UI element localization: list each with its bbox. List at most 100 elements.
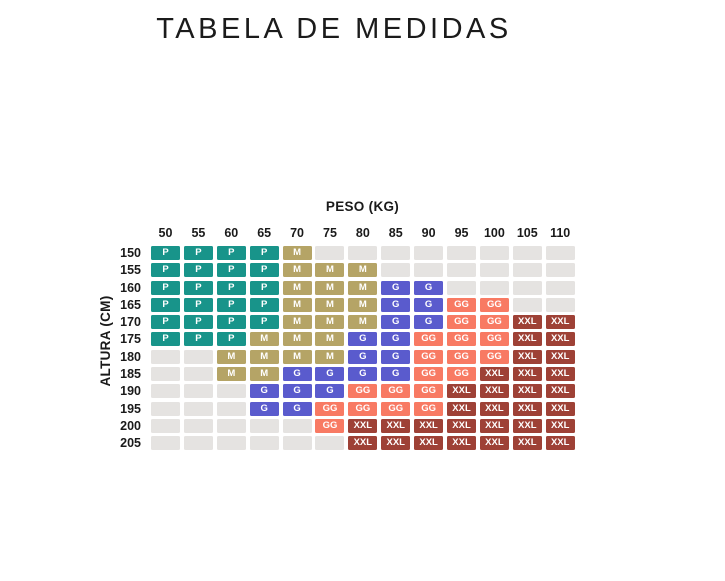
size-cell-p: P: [151, 280, 180, 295]
size-cell-m: M: [348, 315, 378, 330]
size-cell-g: G: [282, 384, 312, 399]
size-cell-m: M: [315, 280, 345, 295]
x-tick-label: 70: [290, 226, 305, 240]
size-cell-m: M: [249, 349, 279, 364]
size-cell-empty: [381, 246, 411, 260]
size-cell-xxl: XXL: [381, 436, 411, 451]
size-cell-xxl: XXL: [479, 436, 509, 451]
size-cell-g: G: [381, 349, 411, 364]
size-cell-p: P: [249, 246, 279, 260]
size-cell-empty: [479, 280, 509, 295]
size-cell-gg: GG: [479, 349, 509, 364]
size-cell-g: G: [315, 367, 345, 382]
size-cell-p: P: [249, 263, 279, 278]
size-cell-xxl: XXL: [545, 418, 575, 433]
x-tick-label: 55: [191, 226, 206, 240]
x-tick-label: 65: [257, 226, 272, 240]
y-tick-label: 200: [120, 418, 141, 433]
size-cell-xxl: XXL: [512, 349, 542, 364]
size-cell-m: M: [315, 332, 345, 347]
size-cell-p: P: [216, 315, 246, 330]
x-tick-label: 100: [483, 226, 505, 240]
size-cell-empty: [216, 436, 246, 451]
size-cell-empty: [315, 436, 345, 451]
size-cell-gg: GG: [381, 384, 411, 399]
size-cell-m: M: [249, 367, 279, 382]
size-cell-gg: GG: [315, 401, 345, 416]
y-tick-label: 165: [120, 297, 141, 312]
size-cell-gg: GG: [414, 367, 444, 382]
size-cell-empty: [512, 280, 542, 295]
size-cell-gg: GG: [447, 349, 477, 364]
size-cell-xxl: XXL: [545, 332, 575, 347]
size-cell-gg: GG: [414, 401, 444, 416]
size-cell-g: G: [282, 367, 312, 382]
size-cell-gg: GG: [381, 401, 411, 416]
y-tick-label: 160: [120, 280, 141, 295]
size-cell-xxl: XXL: [447, 401, 477, 416]
size-cell-xxl: XXL: [381, 418, 411, 433]
size-cell-empty: [479, 263, 509, 278]
size-cell-empty: [545, 263, 575, 278]
size-cell-p: P: [151, 297, 180, 312]
size-cell-m: M: [315, 297, 345, 312]
y-tick-label: 185: [120, 367, 141, 382]
size-cell-empty: [545, 280, 575, 295]
size-grid: P P P P M P P P P M M M P P P P M M M G G P P P P M M M G G GG GG P P P P M M…: [151, 246, 575, 451]
size-cell-p: P: [216, 280, 246, 295]
size-cell-m: M: [249, 332, 279, 347]
size-cell-g: G: [249, 384, 279, 399]
y-tick-label: 175: [120, 332, 141, 347]
size-cell-empty: [512, 263, 542, 278]
size-cell-empty: [315, 246, 345, 260]
size-cell-empty: [414, 263, 444, 278]
x-ticks: 50 55 60 65 70 75 80 85 90 95 100 105 110: [151, 226, 575, 241]
size-cell-g: G: [315, 384, 345, 399]
x-tick-label: 110: [550, 226, 571, 240]
size-cell-m: M: [282, 349, 312, 364]
size-cell-g: G: [282, 401, 312, 416]
size-cell-gg: GG: [447, 332, 477, 347]
size-cell-xxl: XXL: [479, 384, 509, 399]
size-cell-gg: GG: [414, 349, 444, 364]
size-cell-xxl: XXL: [479, 401, 509, 416]
size-cell-gg: GG: [348, 401, 378, 416]
size-cell-p: P: [151, 263, 180, 278]
size-cell-g: G: [381, 332, 411, 347]
size-cell-xxl: XXL: [512, 384, 542, 399]
size-cell-gg: GG: [315, 418, 345, 433]
size-cell-p: P: [249, 280, 279, 295]
size-cell-p: P: [151, 332, 180, 347]
size-cell-m: M: [216, 349, 246, 364]
size-cell-m: M: [282, 280, 312, 295]
size-cell-empty: [151, 436, 180, 451]
size-cell-p: P: [183, 263, 213, 278]
size-cell-m: M: [315, 349, 345, 364]
size-cell-g: G: [381, 315, 411, 330]
size-cell-empty: [216, 401, 246, 416]
x-tick-label: 80: [355, 226, 370, 240]
size-cell-empty: [151, 384, 180, 399]
size-cell-empty: [447, 280, 477, 295]
size-cell-empty: [447, 263, 477, 278]
size-cell-empty: [512, 297, 542, 312]
size-cell-p: P: [249, 297, 279, 312]
size-cell-p: P: [151, 246, 180, 260]
size-cell-empty: [282, 418, 312, 433]
size-cell-xxl: XXL: [447, 436, 477, 451]
size-cell-g: G: [348, 349, 378, 364]
size-cell-empty: [183, 418, 213, 433]
size-cell-xxl: XXL: [512, 436, 542, 451]
size-cell-gg: GG: [447, 297, 477, 312]
size-cell-empty: [414, 246, 444, 260]
y-tick-label: 205: [120, 436, 141, 451]
x-tick-label: 95: [454, 226, 469, 240]
size-cell-xxl: XXL: [447, 418, 477, 433]
size-cell-empty: [479, 246, 509, 260]
size-cell-xxl: XXL: [512, 418, 542, 433]
size-cell-empty: [183, 367, 213, 382]
size-cell-p: P: [216, 246, 246, 260]
size-cell-empty: [249, 418, 279, 433]
size-cell-m: M: [216, 367, 246, 382]
size-cell-p: P: [183, 280, 213, 295]
